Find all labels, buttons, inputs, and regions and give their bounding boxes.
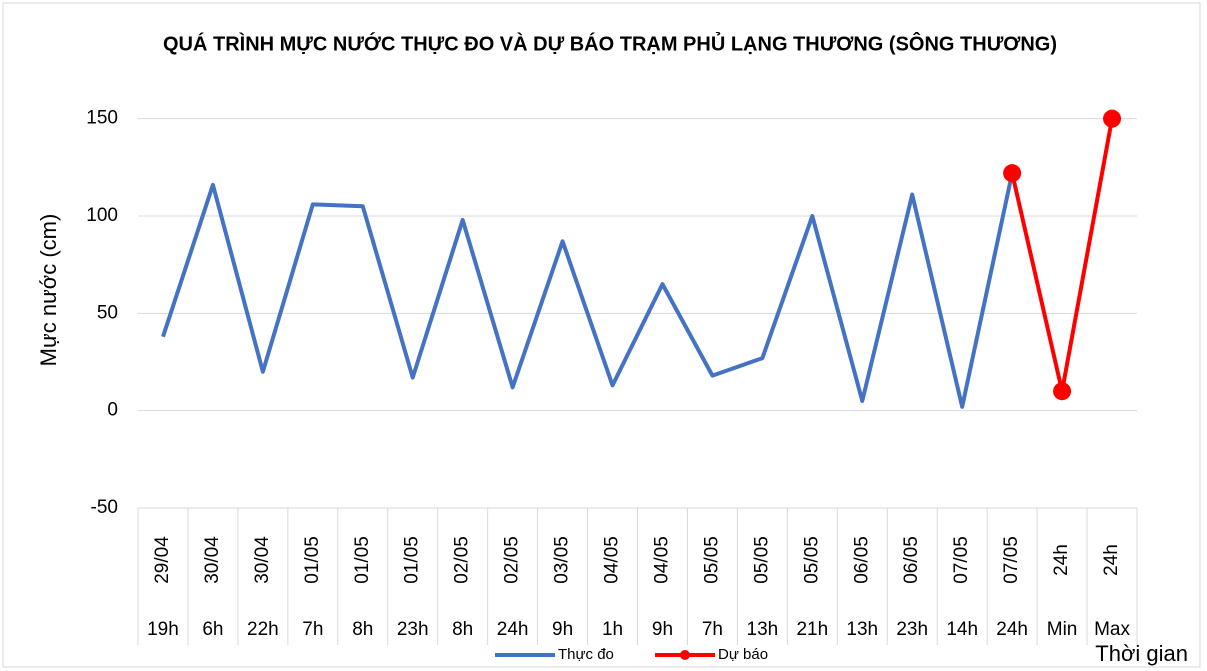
x-tick-label: 30/04 xyxy=(252,536,273,584)
x-tick-label: 13h xyxy=(747,619,779,640)
x-tick-label: 24h xyxy=(1051,544,1072,576)
x-tick-label: 24h xyxy=(996,619,1028,640)
x-tick-label: 23h xyxy=(397,619,429,640)
y-tick-label: -50 xyxy=(91,497,118,518)
x-tick-label: 8h xyxy=(452,619,473,640)
legend-label: Dự báo xyxy=(718,646,768,663)
x-tick-label: 19h xyxy=(147,619,179,640)
y-tick-label: 50 xyxy=(97,302,118,323)
x-tick-label: 01/05 xyxy=(402,536,423,584)
data-point xyxy=(1103,109,1122,128)
x-tick-label: 1h xyxy=(602,619,623,640)
x-tick-label: 01/05 xyxy=(302,536,323,584)
x-tick-label: 23h xyxy=(896,619,928,640)
x-tick-label: 21h xyxy=(796,619,828,640)
x-tick-label: 02/05 xyxy=(452,536,473,584)
x-tick-label: 6h xyxy=(202,619,223,640)
x-tick-label: 7h xyxy=(302,619,323,640)
x-tick-label: 7h xyxy=(702,619,723,640)
x-tick-label: 02/05 xyxy=(502,536,523,584)
x-tick-label: Max xyxy=(1094,619,1130,640)
y-tick-label: 100 xyxy=(86,205,118,226)
x-tick-label: 24h xyxy=(497,619,529,640)
x-tick-label: 05/05 xyxy=(801,536,822,584)
x-tick-label: Min xyxy=(1047,619,1078,640)
x-tick-label: 04/05 xyxy=(651,536,672,584)
x-tick-label: 30/04 xyxy=(202,536,223,584)
x-tick-label: 06/05 xyxy=(851,536,872,584)
x-axis-label: Thời gian xyxy=(1095,641,1188,666)
legend-label: Thực đo xyxy=(558,646,614,663)
x-tick-label: 01/05 xyxy=(352,536,373,584)
x-tick-label: 05/05 xyxy=(701,536,722,584)
x-tick-label: 22h xyxy=(247,619,279,640)
x-tick-label: 07/05 xyxy=(951,536,972,584)
x-tick-label: 05/05 xyxy=(751,536,772,584)
x-tick-label: 24h xyxy=(1101,544,1122,576)
y-tick-label: 0 xyxy=(107,400,118,421)
y-axis-label: Mực nước (cm) xyxy=(36,214,61,367)
y-tick-label: 150 xyxy=(86,108,118,129)
x-tick-label: 03/05 xyxy=(552,536,573,584)
legend-marker xyxy=(680,650,690,660)
x-tick-label: 9h xyxy=(552,619,573,640)
chart-title: QUÁ TRÌNH MỰC NƯỚC THỰC ĐO VÀ DỰ BÁO TRẠ… xyxy=(163,31,1057,55)
x-tick-label: 07/05 xyxy=(1001,536,1022,584)
x-tick-label: 29/04 xyxy=(152,536,173,584)
data-point xyxy=(1053,382,1072,401)
series-line xyxy=(161,172,1015,409)
x-tick-label: 06/05 xyxy=(901,536,922,584)
x-tick-label: 04/05 xyxy=(602,536,623,584)
x-tick-label: 8h xyxy=(352,619,373,640)
x-tick-label: 9h xyxy=(652,619,673,640)
x-tick-label: 14h xyxy=(946,619,978,640)
x-tick-label: 13h xyxy=(846,619,878,640)
data-point xyxy=(1003,164,1022,183)
